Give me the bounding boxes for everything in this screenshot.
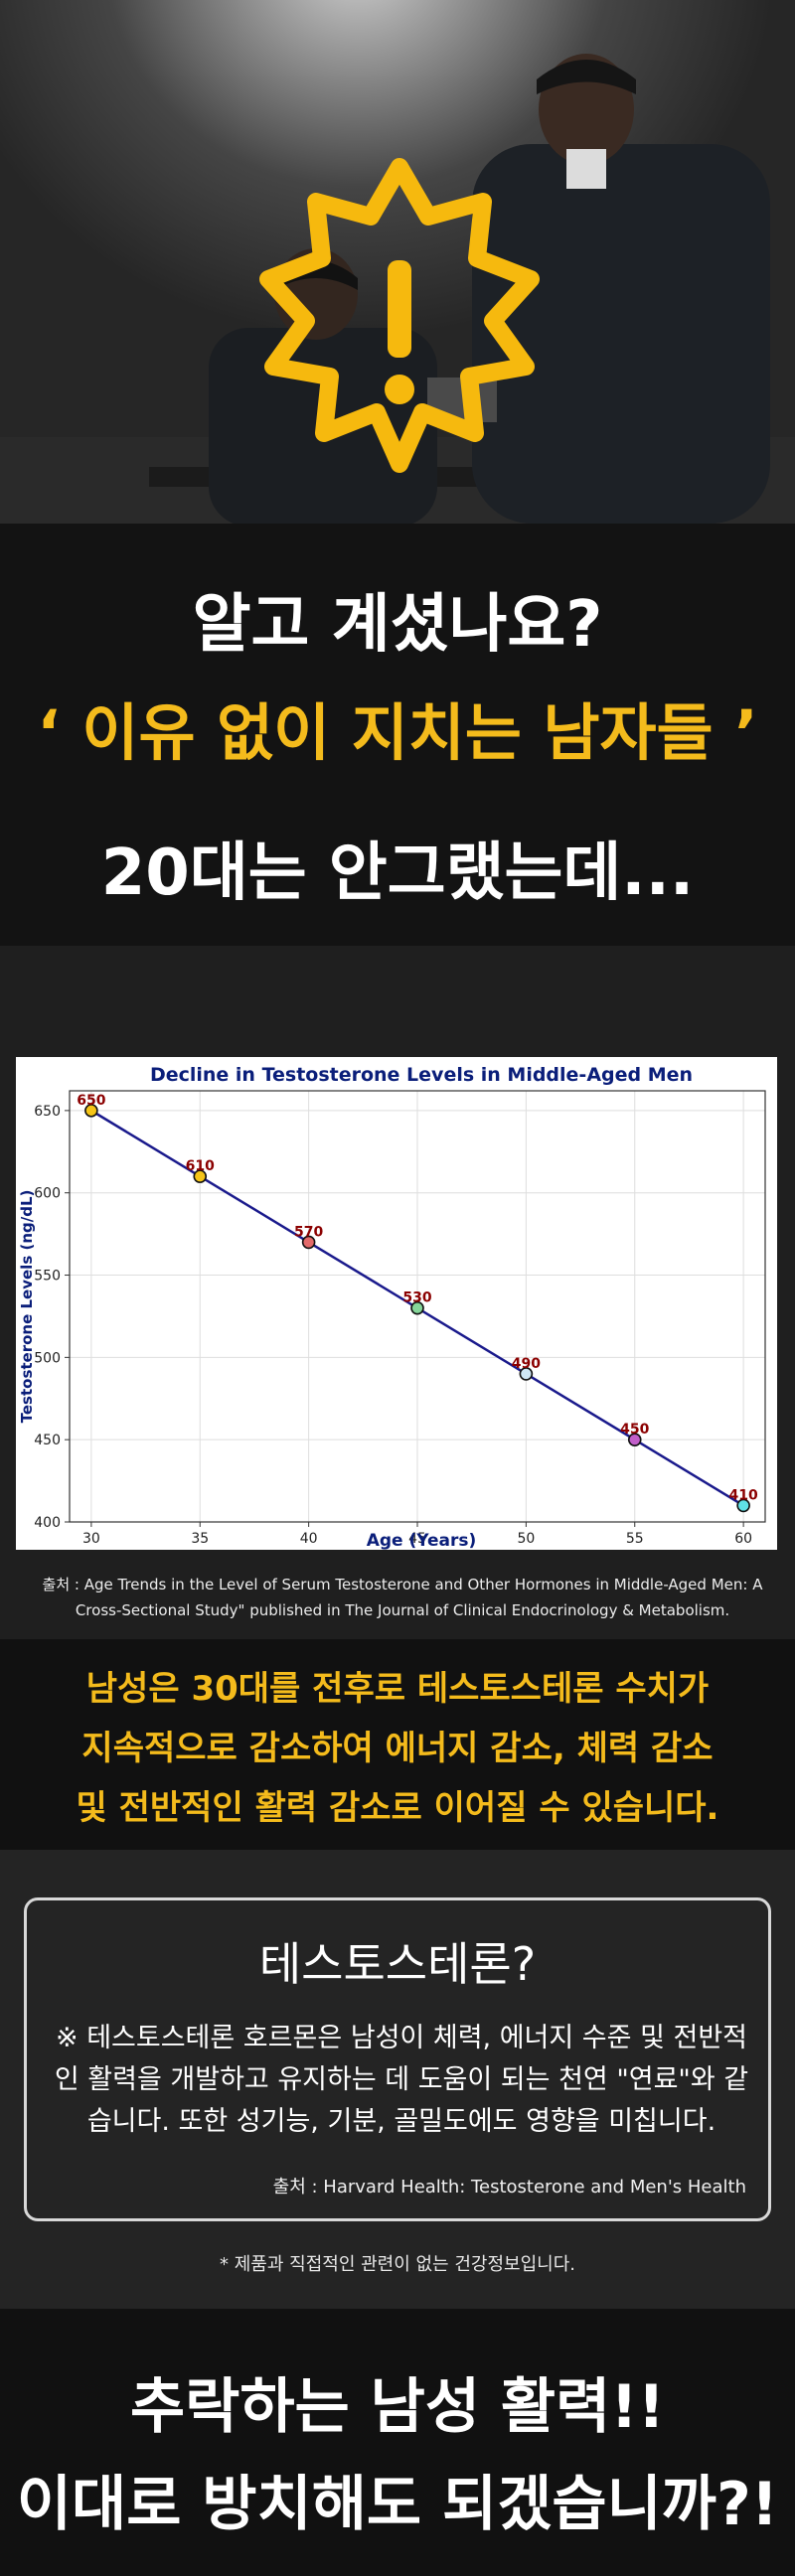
data-label: 530: [402, 1290, 431, 1306]
y-tick-label: 500: [34, 1350, 61, 1366]
y-axis-label: Testosterone Levels (ng/dL): [18, 1190, 36, 1424]
x-tick-label: 45: [408, 1531, 426, 1547]
info-section: 테스토스테론? ※ 테스토스테론 호르몬은 남성이 체력, 에너지 수준 및 전…: [0, 1850, 795, 2309]
x-tick-label: 30: [82, 1531, 100, 1547]
x-tick-label: 60: [734, 1531, 752, 1547]
chart-section: Decline in Testosterone Levels in Middle…: [0, 946, 795, 1639]
headline-subtext: 20대는 안그랬는데...: [100, 836, 695, 910]
x-tick-label: 50: [517, 1531, 535, 1547]
data-label: 450: [620, 1422, 649, 1438]
data-point: [301, 1235, 316, 1250]
data-point: [410, 1300, 424, 1315]
data-label: 610: [186, 1158, 215, 1174]
exclamation-badge-icon: [259, 158, 540, 473]
standing-man-figure: [472, 54, 770, 524]
data-point: [193, 1169, 208, 1183]
chart-source-note: 출처 : Age Trends in the Level of Serum Te…: [42, 1576, 763, 1619]
headline-section: 알고 계셨나요? ‘ 이유 없이 지치는 남자들 ’ 20대는 안그랬는데...: [0, 524, 795, 946]
x-axis-label: Age (Years): [367, 1531, 477, 1550]
statement-line-1: 남성은 30대를 전후로 테스토스테론 수치가: [85, 1669, 710, 1709]
x-tick-label: 40: [300, 1531, 318, 1547]
statement-section: 남성은 30대를 전후로 테스토스테론 수치가 지속적으로 감소하여 에너지 감…: [0, 1639, 795, 1850]
y-tick-label: 450: [34, 1433, 61, 1448]
info-text: ※ 테스토스테론 호르몬은 남성이 체력, 에너지 수준 및 전반적인 활력을 …: [54, 2023, 749, 2137]
hero-illustration: [0, 54, 795, 524]
statement-line-2: 지속적으로 감소하여 에너지 감소, 체력 감소: [81, 1729, 714, 1768]
testosterone-chart: Decline in Testosterone Levels in Middle…: [18, 1064, 766, 1551]
chart-container: Decline in Testosterone Levels in Middle…: [16, 1057, 777, 1551]
bottom-line-2: 이대로 방치해도 되겠습니까?!: [16, 2470, 779, 2539]
data-point: [519, 1367, 534, 1381]
info-source: 출처 : Harvard Health: Testosterone and Me…: [272, 2177, 746, 2197]
disclaimer: * 제품과 직접적인 관련이 없는 건강정보입니다.: [220, 2254, 575, 2275]
bottom-banner: 추락하는 남성 활력!! 이대로 방치해도 되겠습니까?!: [0, 2309, 795, 2576]
data-label: 570: [294, 1224, 323, 1240]
data-label: 410: [729, 1487, 758, 1503]
headline-highlight: ‘ 이유 없이 지치는 남자들 ’: [37, 696, 758, 769]
data-point: [736, 1498, 750, 1513]
statement-line-3: 및 전반적인 활력 감소로 이어질 수 있습니다.: [76, 1788, 719, 1828]
headline-question: 알고 계셨나요?: [192, 588, 603, 662]
y-tick-label: 650: [34, 1104, 61, 1120]
y-axis-ticks: 400 450 500 550 600 650: [34, 1104, 70, 1531]
x-tick-label: 35: [191, 1531, 209, 1547]
data-label: 490: [512, 1356, 541, 1372]
y-tick-label: 600: [34, 1186, 61, 1202]
y-tick-label: 550: [34, 1269, 61, 1285]
data-point: [627, 1433, 642, 1446]
x-tick-label: 55: [626, 1531, 644, 1547]
data-label: 650: [77, 1093, 105, 1109]
hero-image: [0, 0, 795, 524]
data-labels: 650 610 570 530 490 450 410: [77, 1093, 758, 1504]
data-point: [84, 1104, 98, 1118]
info-box: 테스토스테론? ※ 테스토스테론 호르몬은 남성이 체력, 에너지 수준 및 전…: [24, 1897, 771, 2221]
info-title: 테스토스테론?: [258, 1937, 537, 1991]
data-points: [84, 1104, 750, 1513]
y-tick-label: 400: [34, 1515, 61, 1531]
chart-title: Decline in Testosterone Levels in Middle…: [150, 1064, 693, 1086]
x-axis-ticks: 30 35 40 45 50 55 60: [82, 1522, 752, 1547]
bottom-line-1: 추락하는 남성 활력!!: [129, 2372, 666, 2442]
